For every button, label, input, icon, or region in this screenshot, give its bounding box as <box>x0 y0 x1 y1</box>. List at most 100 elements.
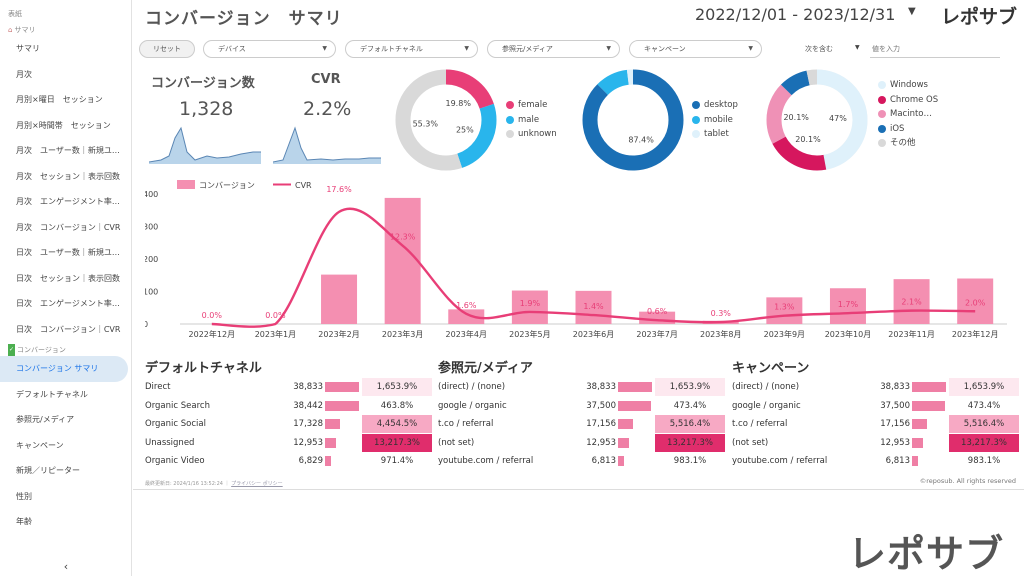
cvr-kpi-title: CVR <box>311 72 341 87</box>
legend-item: mobile <box>692 113 738 128</box>
table-cell-value: 12,953 <box>880 437 910 448</box>
sidebar-item-c-1[interactable]: デフォルトチャネル <box>16 389 88 399</box>
table-cell-bar <box>912 419 946 430</box>
date-range-picker[interactable]: 2022/12/01 - 2023/12/31 <box>695 5 896 24</box>
table-row[interactable]: (not set) 12,953 13,217.3% <box>732 433 1022 453</box>
sidebar-item-s-5[interactable]: 月次 セッション｜表示回数 <box>16 171 120 181</box>
table-cell-name: youtube.com / referral <box>438 456 534 467</box>
sidebar-item-s-10[interactable]: 日次 エンゲージメント率… <box>16 299 120 308</box>
sidebar-item-s-9[interactable]: 日次 セッション｜表示回数 <box>16 273 120 283</box>
sidebar-item-s-11[interactable]: 日次 コンバージョン｜CVR <box>16 324 121 334</box>
table-row[interactable]: t.co / referral 17,156 5,516.4% <box>732 415 1022 434</box>
table-cell-bar <box>912 400 946 411</box>
channel-filter[interactable]: デフォルトチャネル ▼ <box>345 40 478 58</box>
reset-button[interactable]: リセット <box>139 40 195 58</box>
footer-updated: 最終更新日: 2024/1/16 13:52:24 ｜ プライバシー ポリシー <box>145 481 283 487</box>
table-row[interactable]: youtube.com / referral 6,813 983.1% <box>732 452 1022 471</box>
sidebar-item-s-8[interactable]: 日次 ユーザー数｜新規ユ… <box>16 248 120 257</box>
legend-label: unknown <box>518 129 557 140</box>
sidebar-item-c-2[interactable]: 参照元/メディア <box>16 415 75 424</box>
table-cell-cvr: 473.4% <box>949 396 1019 415</box>
table-row[interactable]: (direct) / (none) 38,833 1,653.9% <box>438 378 728 397</box>
sidebar-item-c-5[interactable]: 性別 <box>16 491 32 501</box>
sidebar-item-s-3[interactable]: 月別×時間帯 セッション <box>16 120 111 130</box>
sidebar-item-s-6[interactable]: 月次 エンゲージメント率… <box>16 197 120 206</box>
donut-slice-label: 20.1% <box>795 135 821 144</box>
table-row[interactable]: t.co / referral 17,156 5,516.4% <box>438 415 728 434</box>
table-cell-bar <box>618 419 652 430</box>
chevron-down-icon[interactable]: ▼ <box>855 44 860 51</box>
sidebar-item-c-0[interactable]: コンバージョン サマリ <box>0 356 128 382</box>
x-tick-label: 2023年6月 <box>573 329 614 339</box>
campaign-filter[interactable]: キャンペーン ▼ <box>629 40 762 58</box>
y-tick-label: 200 <box>145 255 158 264</box>
cvr-data-label: 2.0% <box>965 298 986 307</box>
sidebar-section-label: 表紙 <box>8 10 22 18</box>
legend-item: female <box>506 98 557 113</box>
cvr-line <box>211 207 976 328</box>
table-cell-bar <box>325 382 359 393</box>
source-medium-filter[interactable]: 参照元/メディア ▼ <box>487 40 620 58</box>
table-row[interactable]: Organic Social 17,328 4,454.5% <box>145 415 435 434</box>
table-cell-cvr: 5,516.4% <box>655 415 725 434</box>
legend-label-conversions: コンバージョン <box>199 181 255 190</box>
table-cell-cvr: 463.8% <box>362 396 432 415</box>
sidebar-item-c-4[interactable]: 新規／リピーター <box>16 466 80 475</box>
last-updated-text: 最終更新日: 2024/1/16 13:52:24 <box>145 481 223 487</box>
legend-dot <box>878 124 886 133</box>
legend-dot <box>506 101 514 110</box>
report-canvas: コンバージョン サマリ 2022/12/01 - 2023/12/31 ▼ レポ… <box>133 0 1024 490</box>
device-filter[interactable]: デバイス ▼ <box>203 40 336 58</box>
cvr-data-label: 12.3% <box>390 233 416 242</box>
table-row[interactable]: Unassigned 12,953 13,217.3% <box>145 433 435 453</box>
cvr-data-label: 1.9% <box>520 299 541 308</box>
table-cell-value: 17,156 <box>880 419 910 430</box>
sidebar-item-c-6[interactable]: 年齢 <box>16 517 32 526</box>
donut-slice <box>395 69 497 171</box>
source-filter-label: 参照元/メディア <box>502 45 553 53</box>
privacy-policy-link[interactable]: プライバシー ポリシー <box>231 481 283 487</box>
x-tick-label: 2023年1月 <box>255 329 296 339</box>
table-row[interactable]: google / organic 37,500 473.4% <box>732 396 1022 416</box>
bar <box>448 309 485 324</box>
table-cell-cvr: 473.4% <box>655 396 725 415</box>
table-row[interactable]: Organic Video 6,829 971.4% <box>145 452 435 471</box>
legend-dot <box>692 115 700 124</box>
table-cell-cvr: 4,454.5% <box>362 415 432 434</box>
table-cell-name: Unassigned <box>145 437 195 448</box>
legend-label: desktop <box>704 100 738 111</box>
sidebar-item-s-4[interactable]: 月次 ユーザー数｜新規ユ… <box>16 146 120 155</box>
donut-slice-label: 20.1% <box>783 113 809 122</box>
table-row[interactable]: Direct 38,833 1,653.9% <box>145 378 435 397</box>
table-cell-value: 38,833 <box>586 382 616 393</box>
table-row[interactable]: (not set) 12,953 13,217.3% <box>438 433 728 453</box>
table-cell-name: Organic Search <box>145 400 210 411</box>
collapse-sidebar-button[interactable]: ‹ <box>63 560 69 573</box>
sidebar-item-s-2[interactable]: 月別×曜日 セッション <box>16 95 103 104</box>
filter-value-input[interactable] <box>870 40 1000 58</box>
legend-item: Macinto… <box>878 107 938 122</box>
table-row[interactable]: google / organic 37,500 473.4% <box>438 396 728 416</box>
date-range-caret-icon[interactable]: ▼ <box>908 6 916 17</box>
table-row[interactable]: (direct) / (none) 38,833 1,653.9% <box>732 378 1022 397</box>
bar <box>766 297 803 324</box>
breakdown-table: (direct) / (none) 38,833 1,653.9% google / … <box>732 378 1022 471</box>
sidebar-item-s-1[interactable]: 月次 <box>16 69 32 79</box>
table-cell-bar <box>618 382 652 393</box>
sidebar-section-cover[interactable]: 表紙 <box>0 8 131 20</box>
table-row[interactable]: youtube.com / referral 6,813 983.1% <box>438 452 728 471</box>
table-row[interactable]: Organic Search 38,442 463.8% <box>145 396 435 416</box>
table-cell-value: 6,829 <box>298 456 323 467</box>
sidebar-item-c-3[interactable]: キャンペーン <box>16 440 64 450</box>
watermark-logo: レポサブ <box>848 532 1005 576</box>
cvr-kpi-value: 2.2% <box>303 98 352 120</box>
donut-slice <box>395 69 497 171</box>
sidebar-item-s-0[interactable]: サマリ <box>16 44 40 53</box>
device-donut-chart: 87.4% <box>582 69 684 171</box>
table-cell-name: (direct) / (none) <box>732 382 800 393</box>
legend-label: female <box>518 100 548 111</box>
table-cell-bar <box>618 456 652 467</box>
sidebar-item-s-7[interactable]: 月次 コンバージョン｜CVR <box>16 222 121 232</box>
match-type-select[interactable]: 次を含む <box>805 45 833 53</box>
cvr-data-label: 0.0% <box>265 311 286 320</box>
